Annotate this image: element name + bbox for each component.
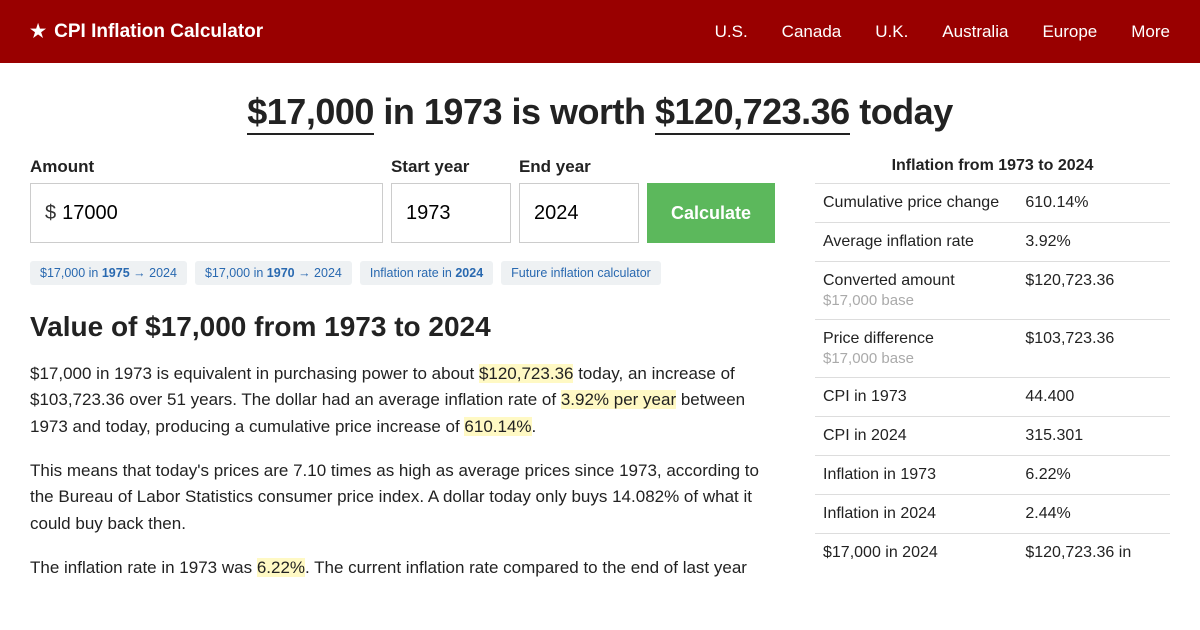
calculate-button[interactable]: Calculate [647,183,775,243]
stat-value: $103,723.36 [1017,320,1170,378]
paragraph-1: $17,000 in 1973 is equivalent in purchas… [30,361,775,440]
nav-link-us[interactable]: U.S. [715,22,748,42]
stats-table: Cumulative price change610.14%Average in… [815,183,1170,572]
calculator-form: Amount $ Start year End year Calculate [30,157,775,243]
amount-label: Amount [30,157,383,177]
navbar: ★ CPI Inflation Calculator U.S. Canada U… [0,0,1200,63]
table-row: Price difference$17,000 base$103,723.36 [815,320,1170,378]
chip-rate-2024[interactable]: Inflation rate in 2024 [360,261,493,285]
table-row: Converted amount$17,000 base$120,723.36 [815,262,1170,320]
table-row: Cumulative price change610.14% [815,184,1170,223]
currency-prefix: $ [45,202,56,225]
section-heading: Value of $17,000 from 1973 to 2024 [30,311,775,343]
page-title: $17,000 in 1973 is worth $120,723.36 tod… [0,91,1200,133]
stat-value: 2.44% [1017,495,1170,534]
brand[interactable]: ★ CPI Inflation Calculator [30,21,263,43]
stat-value: 6.22% [1017,456,1170,495]
stat-label: $17,000 in 2024 [815,534,1017,573]
star-icon: ★ [30,21,46,42]
stat-label: Price difference$17,000 base [815,320,1017,378]
stat-sublabel: $17,000 base [823,350,1009,367]
chip-1975[interactable]: $17,000 in 1975 → 2024 [30,261,187,285]
stat-label: CPI in 2024 [815,417,1017,456]
brand-text: CPI Inflation Calculator [54,21,263,43]
stat-label: Inflation in 1973 [815,456,1017,495]
stat-value: $120,723.36 in [1017,534,1170,573]
end-year-input[interactable] [534,202,624,225]
amount-input[interactable] [62,202,368,225]
table-row: CPI in 2024315.301 [815,417,1170,456]
amount-input-wrap[interactable]: $ [30,183,383,243]
chip-1970[interactable]: $17,000 in 1970 → 2024 [195,261,352,285]
paragraph-2: This means that today's prices are 7.10 … [30,458,775,537]
headline-amount-to: $120,723.36 [655,91,850,135]
nav-link-europe[interactable]: Europe [1042,22,1097,42]
end-year-label: End year [519,157,639,177]
nav-link-more[interactable]: More [1131,22,1170,42]
sidebar: Inflation from 1973 to 2024 Cumulative p… [815,157,1170,599]
end-year-input-wrap[interactable] [519,183,639,243]
nav-link-uk[interactable]: U.K. [875,22,908,42]
paragraph-3: The inflation rate in 1973 was 6.22%. Th… [30,555,775,581]
start-year-input-wrap[interactable] [391,183,511,243]
stat-value: $120,723.36 [1017,262,1170,320]
table-row: $17,000 in 2024$120,723.36 in [815,534,1170,573]
table-row: CPI in 197344.400 [815,378,1170,417]
headline-amount-from: $17,000 [247,91,374,135]
related-chips: $17,000 in 1975 → 2024 $17,000 in 1970 →… [30,261,775,285]
nav-links: U.S. Canada U.K. Australia Europe More [715,22,1170,42]
chip-future[interactable]: Future inflation calculator [501,261,661,285]
table-row: Inflation in 19736.22% [815,456,1170,495]
stat-value: 610.14% [1017,184,1170,223]
stat-value: 3.92% [1017,223,1170,262]
stat-label: Average inflation rate [815,223,1017,262]
stat-label: Cumulative price change [815,184,1017,223]
nav-link-australia[interactable]: Australia [942,22,1008,42]
stat-label: CPI in 1973 [815,378,1017,417]
table-row: Average inflation rate3.92% [815,223,1170,262]
sidebar-title: Inflation from 1973 to 2024 [815,157,1170,183]
stat-value: 44.400 [1017,378,1170,417]
table-row: Inflation in 20242.44% [815,495,1170,534]
stat-label: Inflation in 2024 [815,495,1017,534]
stat-value: 315.301 [1017,417,1170,456]
start-year-label: Start year [391,157,511,177]
nav-link-canada[interactable]: Canada [782,22,842,42]
start-year-input[interactable] [406,202,496,225]
stat-label: Converted amount$17,000 base [815,262,1017,320]
stat-sublabel: $17,000 base [823,292,1009,309]
